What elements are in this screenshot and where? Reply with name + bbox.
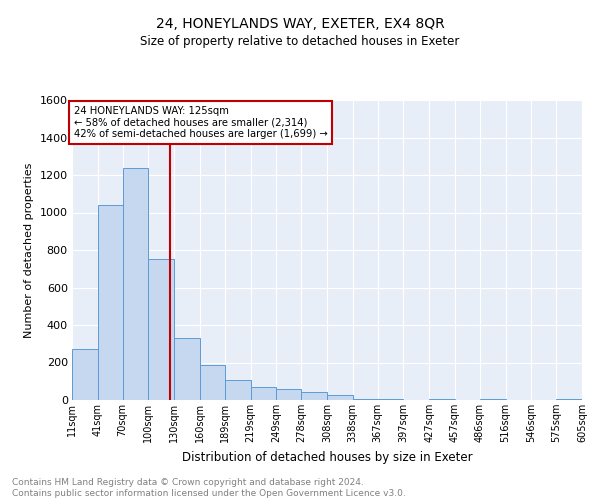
Bar — [301, 392, 327, 400]
Text: 24, HONEYLANDS WAY, EXETER, EX4 8QR: 24, HONEYLANDS WAY, EXETER, EX4 8QR — [155, 18, 445, 32]
Bar — [327, 396, 353, 400]
Bar — [377, 399, 403, 400]
Text: Contains HM Land Registry data © Crown copyright and database right 2024.
Contai: Contains HM Land Registry data © Crown c… — [12, 478, 406, 498]
Bar — [251, 387, 277, 400]
Bar — [480, 399, 506, 400]
Bar — [556, 399, 582, 400]
Bar — [174, 338, 200, 400]
Bar — [277, 389, 301, 400]
Bar — [429, 399, 455, 400]
Bar — [72, 350, 98, 400]
Bar — [122, 168, 148, 400]
Bar — [200, 366, 225, 400]
Bar — [148, 260, 174, 400]
X-axis label: Distribution of detached houses by size in Exeter: Distribution of detached houses by size … — [182, 450, 472, 464]
Text: Size of property relative to detached houses in Exeter: Size of property relative to detached ho… — [140, 35, 460, 48]
Bar — [225, 380, 251, 400]
Text: 24 HONEYLANDS WAY: 125sqm
← 58% of detached houses are smaller (2,314)
42% of se: 24 HONEYLANDS WAY: 125sqm ← 58% of detac… — [74, 106, 328, 139]
Bar — [353, 399, 377, 400]
Bar — [98, 205, 122, 400]
Y-axis label: Number of detached properties: Number of detached properties — [24, 162, 34, 338]
